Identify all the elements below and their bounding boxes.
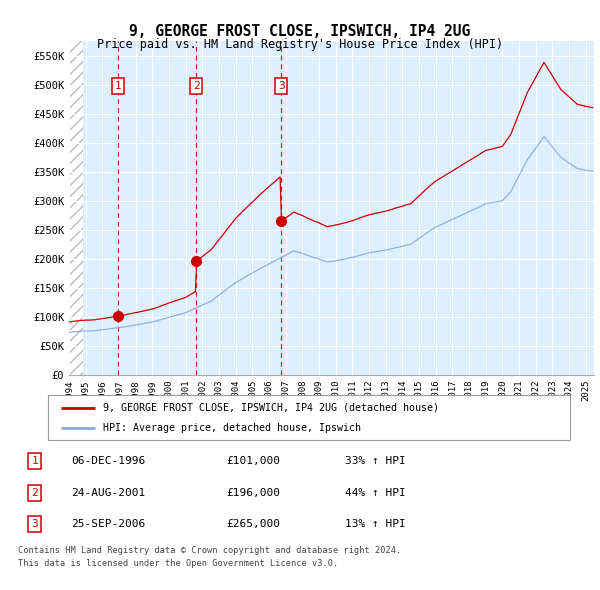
Text: 1: 1 [114,81,121,91]
Text: 33% ↑ HPI: 33% ↑ HPI [345,456,406,466]
Text: This data is licensed under the Open Government Licence v3.0.: This data is licensed under the Open Gov… [18,559,338,568]
Text: Contains HM Land Registry data © Crown copyright and database right 2024.: Contains HM Land Registry data © Crown c… [18,546,401,555]
Text: 3: 3 [278,81,284,91]
Text: HPI: Average price, detached house, Ipswich: HPI: Average price, detached house, Ipsw… [103,423,361,433]
Text: 9, GEORGE FROST CLOSE, IPSWICH, IP4 2UG: 9, GEORGE FROST CLOSE, IPSWICH, IP4 2UG [130,24,470,38]
Text: 3: 3 [32,519,38,529]
Text: 1: 1 [32,456,38,466]
Text: 9, GEORGE FROST CLOSE, IPSWICH, IP4 2UG (detached house): 9, GEORGE FROST CLOSE, IPSWICH, IP4 2UG … [103,403,439,412]
Text: £265,000: £265,000 [227,519,281,529]
Text: 2: 2 [193,81,200,91]
Text: £101,000: £101,000 [227,456,281,466]
Text: 06-DEC-1996: 06-DEC-1996 [71,456,146,466]
Text: 44% ↑ HPI: 44% ↑ HPI [345,488,406,497]
Text: Price paid vs. HM Land Registry's House Price Index (HPI): Price paid vs. HM Land Registry's House … [97,38,503,51]
Text: 2: 2 [32,488,38,497]
FancyBboxPatch shape [48,395,570,440]
Text: 24-AUG-2001: 24-AUG-2001 [71,488,146,497]
Text: £196,000: £196,000 [227,488,281,497]
Text: 25-SEP-2006: 25-SEP-2006 [71,519,146,529]
Text: 13% ↑ HPI: 13% ↑ HPI [345,519,406,529]
